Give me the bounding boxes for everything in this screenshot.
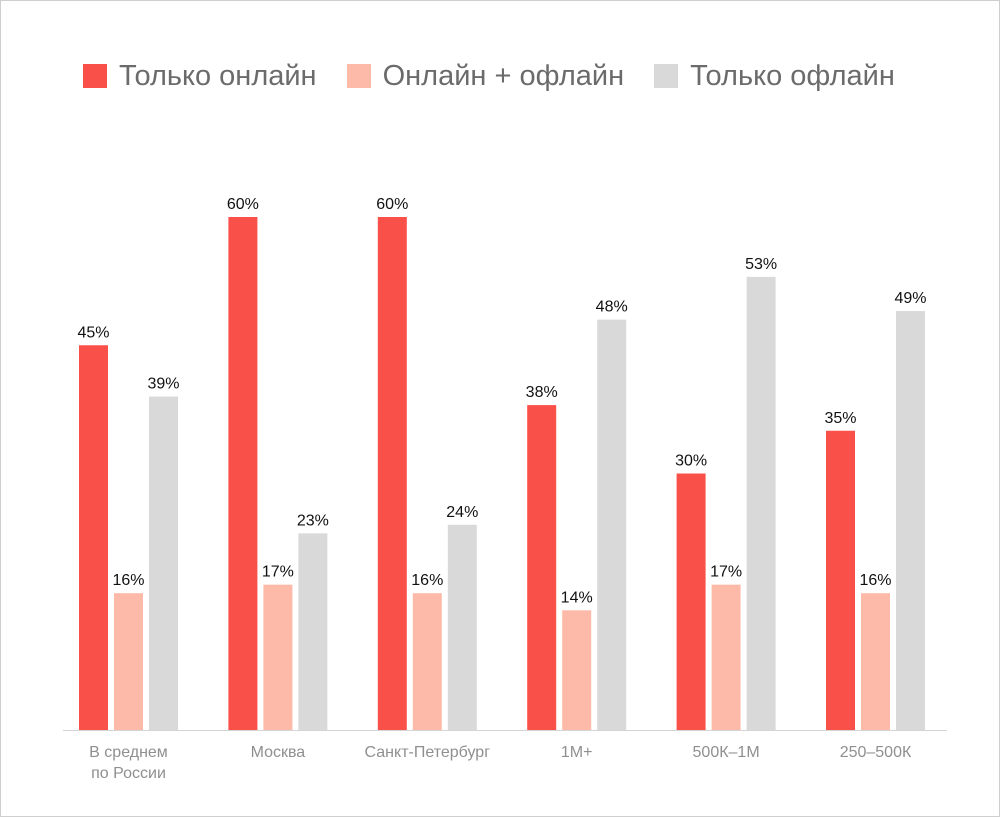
data-label-online-offline-0: 16% bbox=[112, 572, 144, 589]
category-label-1: Москва bbox=[251, 744, 306, 761]
bar-online-offline-2 bbox=[412, 593, 442, 730]
data-label-online-only-5: 35% bbox=[824, 410, 856, 427]
bar-online-only-2 bbox=[377, 217, 407, 730]
data-label-online-offline-3: 14% bbox=[561, 589, 593, 606]
bar-offline-only-3 bbox=[597, 319, 627, 730]
bar-group-4: 30% 17% 53% bbox=[675, 256, 777, 730]
bar-online-only-0 bbox=[79, 345, 108, 730]
bar-offline-only-0 bbox=[149, 396, 178, 730]
category-label-3: 1М+ bbox=[561, 744, 593, 761]
bar-online-offline-1 bbox=[263, 584, 293, 730]
bar-online-offline-5 bbox=[861, 593, 890, 730]
bar-group-5: 35% 16% 49% bbox=[824, 290, 927, 730]
bar-offline-only-5 bbox=[896, 311, 925, 730]
legend-item-online-offline: Онлайн + офлайн bbox=[346, 59, 625, 93]
data-label-online-only-4: 30% bbox=[675, 453, 707, 470]
data-label-online-offline-1: 17% bbox=[262, 564, 294, 581]
bar-offline-only-2 bbox=[447, 524, 477, 730]
bar-online-only-4 bbox=[676, 473, 706, 730]
bar-group-0: 45% 16% 39% bbox=[77, 324, 180, 730]
legend-swatch-online-offline bbox=[346, 64, 371, 88]
legend-swatch-online-only bbox=[83, 64, 107, 88]
data-label-offline-only-4: 53% bbox=[745, 256, 777, 273]
data-label-online-only-3: 38% bbox=[526, 384, 558, 401]
data-label-offline-only-0: 39% bbox=[147, 376, 179, 393]
data-label-online-offline-4: 17% bbox=[710, 564, 742, 581]
bar-offline-only-1 bbox=[298, 533, 328, 730]
legend-label-online-offline: Онлайн + офлайн bbox=[382, 59, 625, 92]
category-label-5: 250–500К bbox=[840, 744, 912, 761]
category-label-4: 500К–1М bbox=[693, 744, 760, 761]
data-label-offline-only-3: 48% bbox=[596, 299, 628, 316]
data-label-online-offline-5: 16% bbox=[859, 572, 891, 589]
data-label-offline-only-1: 23% bbox=[297, 512, 329, 529]
bar-offline-only-4 bbox=[746, 276, 776, 730]
legend-item-offline-only: Только офлайн bbox=[654, 60, 895, 93]
category-label-2: Санкт-Петербург bbox=[365, 744, 491, 761]
bar-online-offline-3 bbox=[562, 610, 592, 730]
bar-online-offline-0 bbox=[114, 593, 143, 730]
bar-online-offline-4 bbox=[711, 584, 741, 730]
bar-group-2: 60% 16% 24% bbox=[376, 196, 478, 730]
bar-online-only-3 bbox=[527, 405, 557, 730]
data-label-online-only-2: 60% bbox=[376, 196, 408, 213]
legend-swatch-offline-only bbox=[654, 64, 679, 88]
legend-label-online-only: Только онлайн bbox=[119, 59, 317, 92]
category-label-0: В среднем по России bbox=[89, 744, 168, 782]
bar-group-3: 38% 14% 48% bbox=[526, 299, 628, 730]
bar-group-1: 60% 17% 23% bbox=[227, 196, 329, 730]
legend-item-online-only: Только онлайн bbox=[83, 60, 317, 93]
data-label-online-only-0: 45% bbox=[77, 324, 109, 341]
bar-online-only-1 bbox=[228, 217, 258, 730]
data-label-online-only-1: 60% bbox=[227, 196, 259, 213]
data-label-offline-only-2: 24% bbox=[446, 504, 478, 521]
legend: Только онлайн Онлайн + офлайн Только офл… bbox=[83, 56, 895, 96]
data-label-offline-only-5: 49% bbox=[894, 290, 926, 307]
bar-online-only-5 bbox=[826, 430, 855, 730]
legend-label-offline-only: Только офлайн bbox=[690, 59, 895, 92]
data-label-online-offline-2: 16% bbox=[411, 572, 443, 589]
